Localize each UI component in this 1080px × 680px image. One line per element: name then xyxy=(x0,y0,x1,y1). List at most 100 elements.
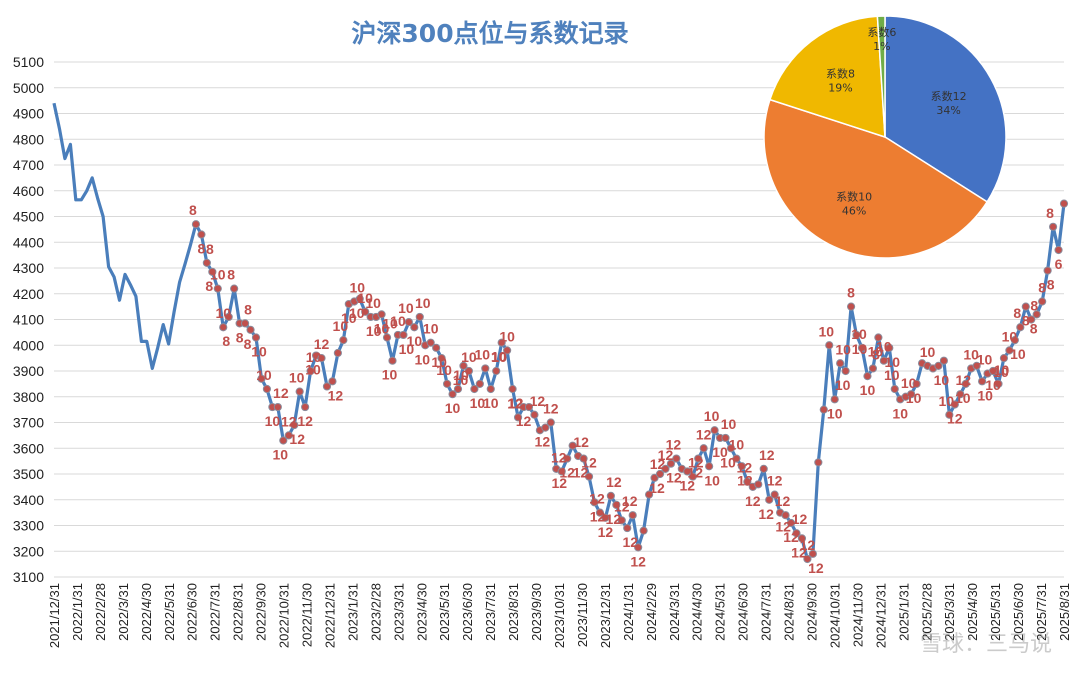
point-label: 12 xyxy=(658,447,674,463)
data-point-marker xyxy=(912,379,921,388)
x-tick-label: 2023/3/31 xyxy=(391,583,406,641)
data-point-marker xyxy=(557,467,566,476)
data-point-marker xyxy=(737,462,746,471)
data-point-marker xyxy=(590,498,599,507)
point-label: 12 xyxy=(737,472,753,488)
data-point-marker xyxy=(792,529,801,538)
data-point-marker xyxy=(497,338,506,347)
data-point-marker xyxy=(486,384,495,394)
x-tick-label: 2023/7/31 xyxy=(483,583,498,641)
x-axis-ticks: 2021/12/31 2022/1/31 2022/2/28 2022/3/31 202… xyxy=(47,583,1072,648)
data-point-marker xyxy=(410,323,419,332)
data-point-marker xyxy=(1016,323,1025,332)
x-tick-label: 2025/3/31 xyxy=(942,583,957,641)
pie-slice-label: 系数10 xyxy=(836,191,872,204)
x-tick-label: 2022/12/31 xyxy=(322,583,337,648)
data-point-marker xyxy=(770,490,779,499)
point-label: 10 xyxy=(431,354,447,370)
point-label: 8 xyxy=(222,333,230,349)
data-point-marker xyxy=(546,418,555,427)
x-tick-label: 2024/2/29 xyxy=(644,583,659,641)
point-label: 10 xyxy=(955,390,971,406)
x-tick-label: 2022/7/31 xyxy=(208,583,223,641)
point-label: 12 xyxy=(590,508,606,524)
point-label: 10 xyxy=(939,393,955,409)
data-point-marker xyxy=(852,330,861,340)
point-label: 12 xyxy=(630,553,646,569)
y-tick-label: 5000 xyxy=(13,80,44,96)
data-point-marker xyxy=(524,402,534,412)
pie-slice-label: 系数12 xyxy=(931,90,967,103)
y-tick-label: 3400 xyxy=(13,492,44,508)
point-label: 10 xyxy=(445,400,461,416)
point-label: 10 xyxy=(892,405,908,421)
y-tick-label: 3200 xyxy=(13,543,44,559)
x-tick-label: 2022/1/31 xyxy=(70,583,85,641)
point-label: 12 xyxy=(791,544,807,560)
y-axis-ticks: 3100 3200 3300 3400 3500 3600 3700 3800 3900 4000… xyxy=(13,54,44,585)
data-point-marker xyxy=(1059,199,1069,208)
data-point-marker xyxy=(475,379,484,388)
data-point-marker xyxy=(759,464,768,473)
point-label: 8 xyxy=(1047,277,1055,293)
data-point-marker xyxy=(617,516,626,525)
point-label: 12 xyxy=(551,475,567,491)
data-point-marker xyxy=(595,508,605,517)
x-tick-label: 2022/4/30 xyxy=(139,583,154,641)
point-label: 12 xyxy=(767,473,783,489)
data-point-marker xyxy=(945,410,954,419)
data-point-marker xyxy=(988,366,998,376)
point-label: 10 xyxy=(382,316,398,332)
data-point-marker xyxy=(579,454,588,463)
y-tick-label: 4800 xyxy=(13,131,44,147)
data-point-marker xyxy=(230,284,239,293)
point-label: 10 xyxy=(704,472,720,488)
y-tick-label: 3900 xyxy=(13,363,44,379)
point-label: 12 xyxy=(808,560,824,576)
y-tick-label: 4900 xyxy=(13,106,44,122)
point-label: 10 xyxy=(876,339,892,355)
x-tick-label: 2022/10/31 xyxy=(277,583,292,648)
point-label: 12 xyxy=(559,465,575,481)
point-label: 8 xyxy=(227,267,235,283)
point-label: 6 xyxy=(1055,256,1063,272)
point-label: 10 xyxy=(491,349,507,365)
x-tick-label: 2023/11/30 xyxy=(575,583,590,647)
point-label: 12 xyxy=(622,534,638,550)
data-point-marker xyxy=(279,436,288,445)
data-point-marker xyxy=(836,359,845,368)
data-point-marker xyxy=(650,473,659,482)
point-label: 12 xyxy=(955,372,971,388)
data-point-marker xyxy=(508,384,517,394)
point-label: 10 xyxy=(491,349,507,365)
data-point-marker xyxy=(290,420,299,430)
data-point-marker xyxy=(874,333,883,342)
data-point-marker xyxy=(786,518,796,528)
data-point-marker xyxy=(672,454,681,463)
point-label: 10 xyxy=(251,344,267,360)
data-point-marker xyxy=(1038,297,1047,306)
data-point-marker xyxy=(377,310,386,319)
point-label: 12 xyxy=(328,387,344,403)
y-tick-label: 4400 xyxy=(13,234,44,250)
pie-slice xyxy=(768,15,886,139)
y-tick-label: 3500 xyxy=(13,466,44,482)
data-point-marker xyxy=(868,364,878,373)
data-point-marker xyxy=(442,379,452,388)
data-point-marker xyxy=(1010,336,1019,345)
point-label: 8 xyxy=(1022,313,1030,329)
point-label: 10 xyxy=(721,416,737,432)
point-label: 8 xyxy=(1046,205,1054,221)
data-point-marker xyxy=(382,333,392,342)
point-label: 10 xyxy=(453,367,469,383)
x-tick-label: 2025/6/30 xyxy=(1011,583,1026,641)
data-point-marker xyxy=(781,511,790,520)
x-tick-label: 2022/3/31 xyxy=(116,583,131,641)
data-point-marker xyxy=(661,464,670,473)
data-point-marker xyxy=(994,379,1003,388)
x-tick-label: 2025/7/31 xyxy=(1034,583,1049,641)
point-label: 8 xyxy=(1013,305,1021,321)
point-label: 10 xyxy=(977,352,993,368)
data-point-marker xyxy=(1054,245,1063,255)
data-point-marker xyxy=(1043,266,1052,275)
